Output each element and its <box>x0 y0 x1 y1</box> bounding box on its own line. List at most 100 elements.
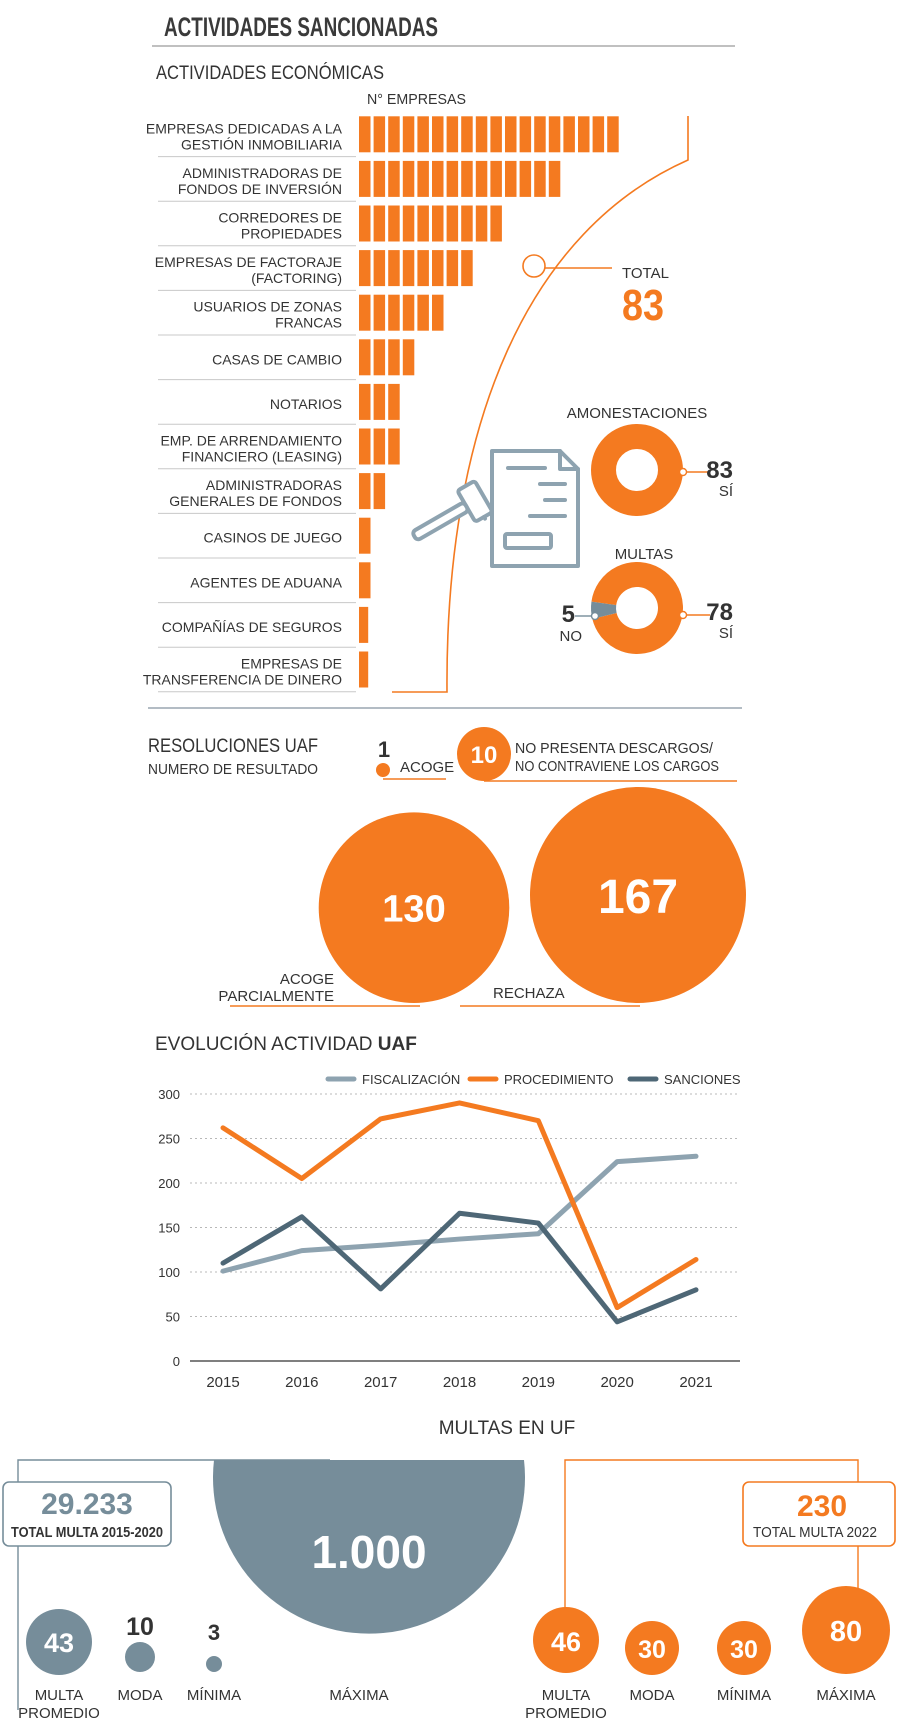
x-tick-label: 2018 <box>443 1374 476 1391</box>
total-box-label: TOTAL MULTA 2022 <box>753 1525 877 1541</box>
bar-block <box>388 383 400 420</box>
total-arc <box>392 116 689 693</box>
bar-block <box>563 116 575 153</box>
bar-block <box>359 294 371 331</box>
bar-block <box>359 473 371 510</box>
bubble-label: MÁXIMA <box>816 1687 875 1704</box>
bubble-circle <box>125 1642 155 1672</box>
bar-block <box>446 160 459 197</box>
multas-title: MULTAS <box>615 546 674 563</box>
bar-block <box>373 160 386 197</box>
legend-descargos-label-1: NO PRESENTA DESCARGOS/ <box>515 741 714 757</box>
bar-block <box>359 517 371 554</box>
bar-block <box>505 160 517 197</box>
bar-block <box>461 205 473 242</box>
bar-block <box>388 160 400 197</box>
bar-block <box>446 205 459 242</box>
bar-category-label: GESTIÓN INMOBILIARIA <box>181 136 343 152</box>
bar-row: CASINOS DE JUEGO <box>158 517 371 559</box>
bar-category-label: EMPRESAS DEDICADAS A LA <box>146 120 343 136</box>
resolution-bubble: 130 <box>318 812 510 1003</box>
bar-block <box>432 294 444 331</box>
bar-block <box>461 160 473 197</box>
donut-leader-dot <box>678 610 688 620</box>
bar-block <box>461 116 473 153</box>
donut-leader-dot <box>590 611 600 621</box>
bar-block <box>388 116 400 153</box>
bubble-circle <box>213 1460 525 1634</box>
x-tick-label: 2016 <box>285 1374 318 1391</box>
bar-block <box>432 116 444 153</box>
bar-category-label: NOTARIOS <box>270 396 342 412</box>
resolution-bubble-circle <box>318 812 510 1003</box>
bar-block <box>534 116 546 153</box>
bar-block <box>519 116 532 153</box>
bar-block <box>388 250 400 287</box>
bar-category-label: ADMINISTRADORAS <box>206 477 342 493</box>
y-tick-label: 100 <box>158 1265 180 1280</box>
resolution-bubble-label: ACOGE <box>280 971 334 988</box>
bar-category-label: FONDOS DE INVERSIÓN <box>178 181 342 197</box>
total-box <box>742 1481 896 1547</box>
bubble-circle <box>26 1609 92 1675</box>
total-box-label: TOTAL MULTA 2015-2020 <box>11 1525 163 1541</box>
total-label: TOTAL <box>622 265 669 282</box>
y-tick-label: 300 <box>158 1087 180 1102</box>
y-tick-label: 50 <box>166 1310 180 1325</box>
bar-block <box>432 160 444 197</box>
bar-category-label: EMP. DE ARRENDAMIENTO <box>160 433 342 449</box>
bar-block <box>373 383 386 420</box>
bar-category-label: ADMINISTRADORAS DE <box>183 165 342 181</box>
x-tick-label: 2021 <box>679 1374 712 1391</box>
bubble-label: MÍNIMA <box>187 1687 241 1704</box>
bar-section-title: ACTIVIDADES ECONÓMICAS <box>156 62 384 84</box>
document-gavel-icon <box>411 449 580 568</box>
y-tick-label: 200 <box>158 1176 180 1191</box>
multas-uf-title: MULTAS EN UF <box>439 1418 576 1439</box>
bar-category-label: GENERALES DE FONDOS <box>169 493 342 509</box>
total-arc-marker <box>522 254 546 278</box>
bar-block <box>388 339 400 376</box>
bar-block <box>359 339 371 376</box>
bar-row: NOTARIOS <box>158 383 400 425</box>
total-box <box>2 1481 172 1547</box>
bar-block <box>490 116 502 153</box>
bar-category-label: EMPRESAS DE <box>241 656 342 672</box>
bar-category-label: COMPAÑÍAS DE SEGUROS <box>162 619 342 635</box>
total-value: 83 <box>622 281 664 330</box>
legend-acoge-dot <box>376 763 390 777</box>
bar-row: EMPRESAS DE FACTORAJE(FACTORING) <box>155 250 473 291</box>
resolution-bubble-label: RECHAZA <box>493 985 565 1002</box>
bubble-label: MÁXIMA <box>329 1687 388 1704</box>
bubble-label: MÍNIMA <box>717 1687 771 1704</box>
series-line <box>220 1210 699 1325</box>
bar-category-label: FINANCIERO (LEASING) <box>182 449 342 465</box>
bar-block <box>359 205 371 242</box>
bubble-label: MODA <box>118 1687 163 1704</box>
bar-category-label: EMPRESAS DE FACTORAJE <box>155 254 342 270</box>
bar-block <box>417 250 429 287</box>
legend-label: FISCALIZACIÓN <box>362 1072 460 1087</box>
bar-block <box>373 250 386 287</box>
bar-block <box>402 250 415 287</box>
x-tick-label: 2015 <box>206 1374 239 1391</box>
bar-block <box>490 160 502 197</box>
y-tick-label: 150 <box>158 1221 180 1236</box>
legend-descargos-value: 10 <box>471 742 498 769</box>
bar-block <box>417 294 429 331</box>
bubble-label: PROMEDIO <box>525 1705 607 1722</box>
bar-block <box>534 160 546 197</box>
y-tick-label: 250 <box>158 1132 180 1147</box>
x-tick-label: 2020 <box>600 1374 633 1391</box>
bar-block <box>402 116 415 153</box>
resoluciones-title: RESOLUCIONES UAF <box>148 736 318 757</box>
resolution-bubble-value: 167 <box>598 871 678 924</box>
legend-label: SANCIONES <box>664 1072 741 1087</box>
donut-slice-label: SÍ <box>719 483 734 500</box>
